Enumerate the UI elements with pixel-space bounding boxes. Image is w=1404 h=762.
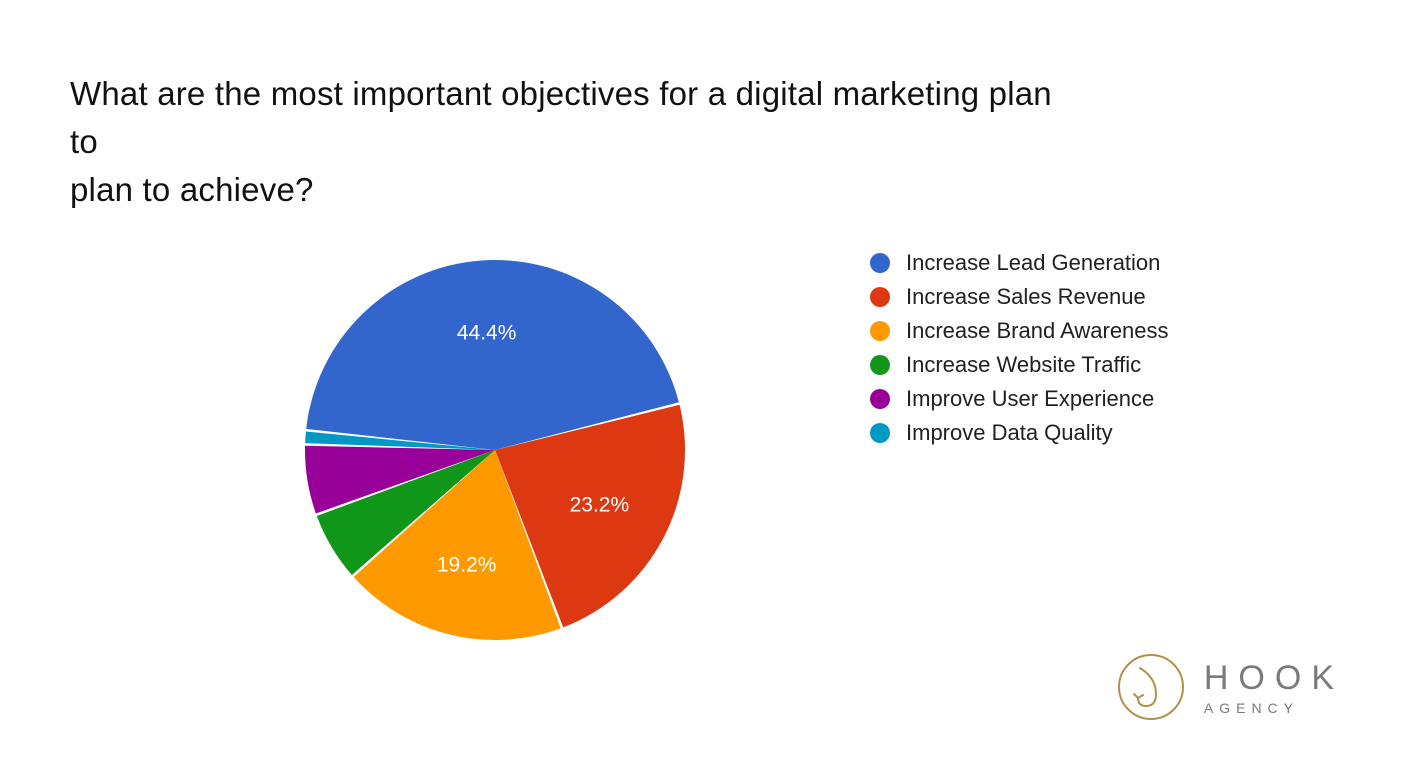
pie-slice-label: 19.2% bbox=[437, 553, 497, 576]
legend-item: Increase Website Traffic bbox=[870, 352, 1169, 378]
legend-label: Increase Lead Generation bbox=[906, 250, 1160, 276]
legend-swatch bbox=[870, 355, 890, 375]
legend-item: Improve Data Quality bbox=[870, 420, 1169, 446]
legend-item: Improve User Experience bbox=[870, 386, 1169, 412]
canvas: What are the most important objectives f… bbox=[0, 0, 1404, 762]
pie-svg: 44.4% 23.2% 19.2% bbox=[280, 235, 710, 665]
chart-title-line-2: plan to achieve? bbox=[70, 166, 1070, 214]
legend-swatch bbox=[870, 321, 890, 341]
legend-label: Increase Sales Revenue bbox=[906, 284, 1146, 310]
legend-item: Increase Brand Awareness bbox=[870, 318, 1169, 344]
brand-logo-text: HOOK AGENCY bbox=[1204, 659, 1344, 716]
chart-title: What are the most important objectives f… bbox=[70, 70, 1070, 214]
legend-swatch bbox=[870, 253, 890, 273]
brand-logo-main: HOOK bbox=[1204, 659, 1344, 698]
legend-label: Improve User Experience bbox=[906, 386, 1154, 412]
hook-logo-icon bbox=[1116, 652, 1186, 722]
pie-slice-label: 44.4% bbox=[457, 321, 517, 344]
legend-swatch bbox=[870, 287, 890, 307]
chart-title-line-1: What are the most important objectives f… bbox=[70, 70, 1070, 166]
legend-swatch bbox=[870, 423, 890, 443]
pie-slice-label: 23.2% bbox=[570, 494, 630, 517]
legend-item: Increase Lead Generation bbox=[870, 250, 1169, 276]
brand-logo-sub: AGENCY bbox=[1204, 700, 1299, 716]
legend-label: Improve Data Quality bbox=[906, 420, 1113, 446]
legend-item: Increase Sales Revenue bbox=[870, 284, 1169, 310]
legend-label: Increase Brand Awareness bbox=[906, 318, 1169, 344]
legend-swatch bbox=[870, 389, 890, 409]
brand-logo: HOOK AGENCY bbox=[1116, 652, 1344, 722]
pie-chart: 44.4% 23.2% 19.2% bbox=[280, 235, 710, 665]
legend-label: Increase Website Traffic bbox=[906, 352, 1141, 378]
legend: Increase Lead Generation Increase Sales R… bbox=[870, 250, 1169, 454]
